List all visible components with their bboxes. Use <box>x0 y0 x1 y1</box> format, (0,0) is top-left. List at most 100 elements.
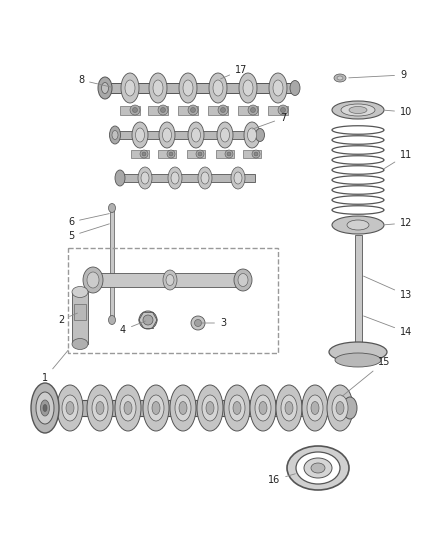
Ellipse shape <box>311 401 319 415</box>
Ellipse shape <box>329 342 387 362</box>
Ellipse shape <box>175 395 191 421</box>
Circle shape <box>194 319 201 327</box>
Circle shape <box>254 152 258 156</box>
Text: 5: 5 <box>68 224 110 241</box>
Ellipse shape <box>87 385 113 431</box>
Ellipse shape <box>302 385 328 431</box>
Bar <box>110 208 114 320</box>
Ellipse shape <box>327 385 353 431</box>
Circle shape <box>220 108 226 112</box>
Ellipse shape <box>332 395 348 421</box>
Ellipse shape <box>153 80 163 96</box>
Text: 13: 13 <box>364 276 412 300</box>
Ellipse shape <box>135 128 145 142</box>
Circle shape <box>160 108 166 112</box>
Text: 6: 6 <box>68 214 110 227</box>
Ellipse shape <box>255 128 265 141</box>
Bar <box>187 150 205 158</box>
Circle shape <box>133 108 138 112</box>
Circle shape <box>252 150 260 158</box>
Ellipse shape <box>213 80 223 96</box>
Ellipse shape <box>66 401 74 415</box>
Ellipse shape <box>290 80 300 95</box>
Ellipse shape <box>168 167 182 189</box>
Ellipse shape <box>96 401 104 415</box>
Ellipse shape <box>307 395 323 421</box>
Ellipse shape <box>343 397 357 419</box>
Ellipse shape <box>138 167 152 189</box>
Bar <box>120 174 255 182</box>
Bar <box>65 400 350 416</box>
Ellipse shape <box>170 385 196 431</box>
Ellipse shape <box>143 385 169 431</box>
Ellipse shape <box>115 170 125 186</box>
Circle shape <box>196 150 204 158</box>
Ellipse shape <box>72 287 88 297</box>
Ellipse shape <box>276 385 302 431</box>
Circle shape <box>139 311 157 329</box>
Circle shape <box>227 152 231 156</box>
Ellipse shape <box>110 126 120 144</box>
Ellipse shape <box>115 385 141 431</box>
Text: 4: 4 <box>120 321 145 335</box>
Ellipse shape <box>206 401 214 415</box>
Ellipse shape <box>141 172 149 184</box>
Ellipse shape <box>332 101 384 119</box>
Ellipse shape <box>109 204 116 213</box>
Text: 8: 8 <box>78 75 112 87</box>
Text: 17: 17 <box>221 65 247 79</box>
Ellipse shape <box>334 74 346 82</box>
Circle shape <box>251 108 255 112</box>
Ellipse shape <box>304 458 332 478</box>
Ellipse shape <box>179 401 187 415</box>
Circle shape <box>278 105 288 115</box>
Ellipse shape <box>171 172 179 184</box>
Bar <box>158 150 176 158</box>
Ellipse shape <box>109 316 116 325</box>
Ellipse shape <box>335 353 381 367</box>
Circle shape <box>167 150 175 158</box>
Circle shape <box>169 152 173 156</box>
Ellipse shape <box>31 383 59 433</box>
Ellipse shape <box>132 122 148 148</box>
Text: 10: 10 <box>385 107 412 117</box>
Ellipse shape <box>281 395 297 421</box>
Bar <box>85 273 248 287</box>
Bar <box>238 106 258 115</box>
Ellipse shape <box>259 401 267 415</box>
Ellipse shape <box>231 167 245 189</box>
Ellipse shape <box>98 77 112 99</box>
Ellipse shape <box>92 395 108 421</box>
Text: 3: 3 <box>201 318 226 328</box>
Circle shape <box>130 105 140 115</box>
Bar <box>243 150 261 158</box>
Ellipse shape <box>311 463 325 473</box>
Ellipse shape <box>102 83 109 93</box>
Ellipse shape <box>209 73 227 103</box>
Circle shape <box>143 315 153 325</box>
Circle shape <box>198 152 202 156</box>
Bar <box>355 235 362 345</box>
Ellipse shape <box>332 216 384 234</box>
Text: 1: 1 <box>42 350 68 383</box>
Bar <box>178 106 198 115</box>
Bar <box>216 150 234 158</box>
Ellipse shape <box>183 80 193 96</box>
Ellipse shape <box>83 267 103 293</box>
Ellipse shape <box>224 385 250 431</box>
Bar <box>131 150 149 158</box>
Ellipse shape <box>269 73 287 103</box>
Text: 14: 14 <box>364 316 412 337</box>
Ellipse shape <box>57 385 83 431</box>
Ellipse shape <box>217 122 233 148</box>
Ellipse shape <box>201 172 209 184</box>
Ellipse shape <box>337 76 343 80</box>
Bar <box>208 106 228 115</box>
Ellipse shape <box>239 73 257 103</box>
Bar <box>72 292 88 344</box>
Ellipse shape <box>202 395 218 421</box>
Ellipse shape <box>124 401 132 415</box>
Ellipse shape <box>349 107 367 114</box>
Text: 7: 7 <box>253 113 286 129</box>
Bar <box>68 248 278 353</box>
